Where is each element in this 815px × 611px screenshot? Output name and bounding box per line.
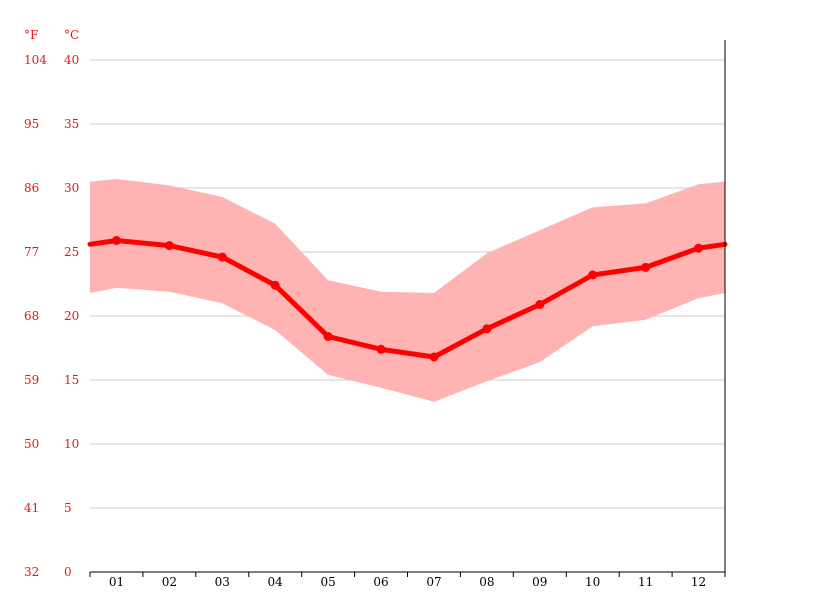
x-tick-label-09: 09 [532, 575, 547, 589]
mean-temperature-line [87, 238, 728, 360]
y-tick-label-f: 68 [24, 309, 39, 323]
y-tick-label-c: 15 [64, 373, 79, 387]
mean-point-01 [112, 236, 121, 245]
y-tick-label-c: 10 [64, 437, 79, 451]
x-tick-label-11: 11 [638, 575, 653, 589]
x-axis-ticks: 01 02 03 04 05 06 07 08 09 10 11 12 [89, 572, 726, 589]
x-tick-label-06: 06 [373, 575, 388, 589]
mean-point-04 [270, 280, 280, 290]
y-tick-label-c: 20 [64, 309, 79, 323]
y-tick-label-f: 77 [24, 245, 39, 259]
fahrenheit-unit-label: °F [24, 28, 38, 42]
mean-points [112, 236, 703, 362]
y-tick-label-c: 0 [64, 565, 72, 579]
y-tick-label-f: 41 [24, 501, 39, 515]
x-tick-label-03: 03 [215, 575, 230, 589]
mean-point-03 [217, 252, 227, 262]
x-tick-label-02: 02 [162, 575, 177, 589]
mean-point-05 [323, 332, 333, 341]
y-tick-label-f: 50 [24, 437, 39, 451]
mean-point-10 [588, 270, 598, 280]
mean-point-08 [482, 324, 492, 334]
y-tick-label-c: 30 [64, 181, 79, 195]
x-tick-label-10: 10 [585, 575, 600, 589]
x-tick-label-12: 12 [691, 575, 706, 589]
y-tick-label-f: 86 [24, 181, 39, 195]
y-axis-labels: 32 0 41 5 50 10 59 15 68 20 77 25 86 30 95 35 104 40 [24, 53, 79, 579]
mean-point-12 [694, 243, 703, 253]
y-tick-label-c: 35 [64, 117, 79, 131]
x-tick-label-04: 04 [268, 575, 284, 589]
x-tick-label-01: 01 [109, 575, 124, 589]
y-tick-label-c: 25 [64, 245, 79, 259]
y-tick-label-c: 5 [64, 501, 72, 515]
x-tick-label-07: 07 [426, 575, 441, 589]
mean-point-11 [641, 262, 651, 272]
y-tick-label-f: 59 [24, 373, 39, 387]
x-tick-label-05: 05 [320, 575, 335, 589]
y-tick-label-f: 104 [24, 53, 47, 67]
y-tick-label-f: 32 [24, 565, 39, 579]
celsius-unit-label: °C [64, 28, 79, 42]
mean-point-07 [429, 352, 439, 362]
y-tick-label-c: 40 [64, 53, 79, 67]
x-tick-label-08: 08 [479, 575, 494, 589]
mean-point-06 [376, 344, 386, 354]
min-max-band [90, 179, 725, 402]
mean-point-09 [535, 300, 545, 309]
y-tick-label-f: 95 [24, 117, 39, 131]
mean-point-02 [164, 241, 174, 251]
